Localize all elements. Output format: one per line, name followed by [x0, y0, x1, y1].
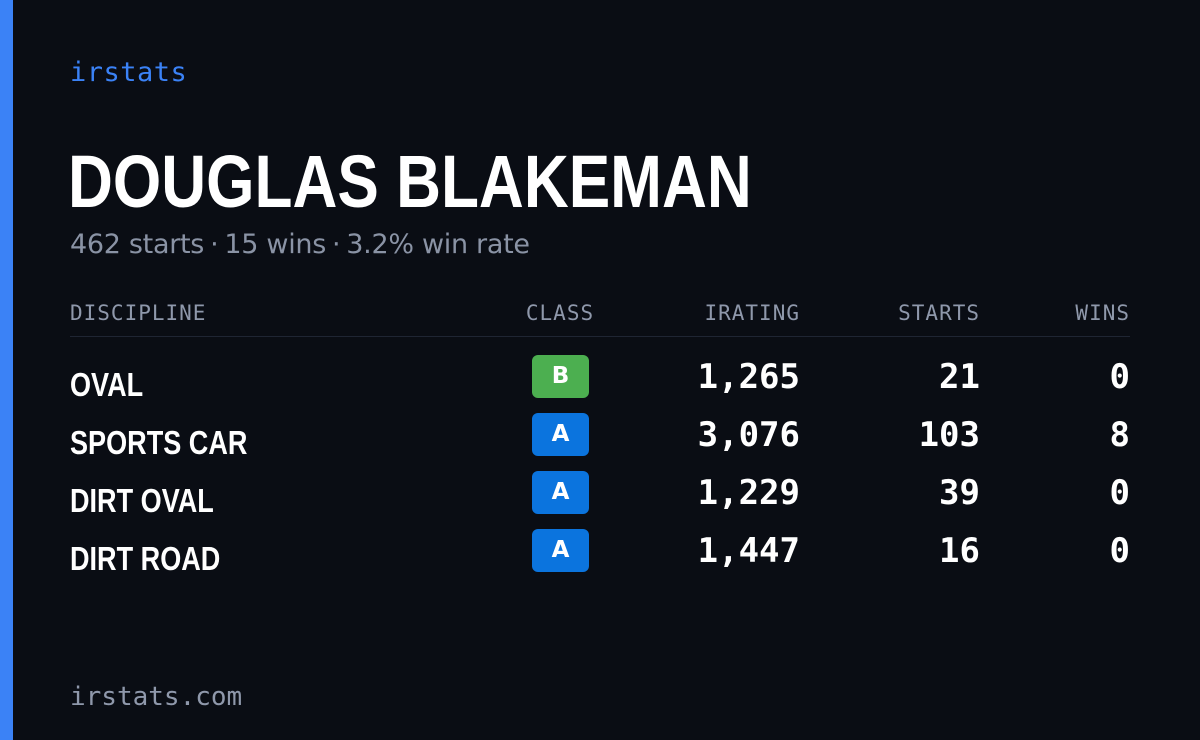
- irating-value: 3,076: [697, 415, 800, 455]
- table-row: DIRT OVAL A 1,229 39 0: [70, 469, 1130, 527]
- starts-value: 103: [918, 415, 980, 455]
- separator: ·: [331, 229, 341, 260]
- wins-value: 8: [1109, 415, 1130, 455]
- table-row: DIRT ROAD A 1,447 16 0: [70, 527, 1130, 585]
- wins-value: 0: [1109, 531, 1130, 571]
- starts-value: 39: [939, 473, 980, 513]
- class-badge: B: [532, 355, 589, 398]
- driver-summary: 462 starts · 15 wins · 3.2% win rate: [70, 227, 530, 263]
- class-badge: A: [532, 471, 589, 514]
- header-irating: IRATING: [704, 301, 800, 325]
- discipline-name: SPORTS CAR: [70, 424, 248, 461]
- discipline-name: OVAL: [70, 366, 144, 403]
- table-row: SPORTS CAR A 3,076 103 8: [70, 411, 1130, 469]
- header-wins: WINS: [1075, 301, 1130, 325]
- irating-value: 1,265: [697, 357, 800, 397]
- table-body: OVAL B 1,265 21 0 SPORTS CAR A 3,076 103…: [70, 337, 1130, 585]
- wins-value: 0: [1109, 357, 1130, 397]
- brand-logo-text: irstats: [70, 57, 188, 88]
- header-class: CLASS: [525, 301, 595, 325]
- class-badge: A: [532, 413, 589, 456]
- header-discipline: DISCIPLINE: [70, 301, 207, 325]
- separator: ·: [210, 229, 219, 260]
- discipline-table: DISCIPLINE CLASS IRATING STARTS WINS OVA…: [70, 296, 1130, 585]
- irating-value: 1,447: [697, 531, 800, 571]
- table-row: OVAL B 1,265 21 0: [70, 353, 1130, 411]
- class-badge: A: [532, 529, 589, 572]
- win-rate-summary: 3.2% win rate: [346, 229, 530, 260]
- footer-url[interactable]: irstats.com: [70, 682, 243, 712]
- discipline-name: DIRT OVAL: [70, 482, 214, 519]
- header-starts: STARTS: [898, 301, 980, 325]
- starts-value: 16: [939, 531, 980, 571]
- irating-value: 1,229: [697, 473, 800, 513]
- wins-summary: 15 wins: [224, 229, 326, 260]
- driver-name: DOUGLAS BLAKEMAN: [68, 140, 752, 223]
- wins-value: 0: [1109, 473, 1130, 513]
- starts-value: 21: [939, 357, 980, 397]
- accent-bar: [0, 0, 13, 740]
- starts-summary: 462 starts: [70, 229, 205, 260]
- table-header: DISCIPLINE CLASS IRATING STARTS WINS: [70, 296, 1130, 337]
- discipline-name: DIRT ROAD: [70, 540, 221, 577]
